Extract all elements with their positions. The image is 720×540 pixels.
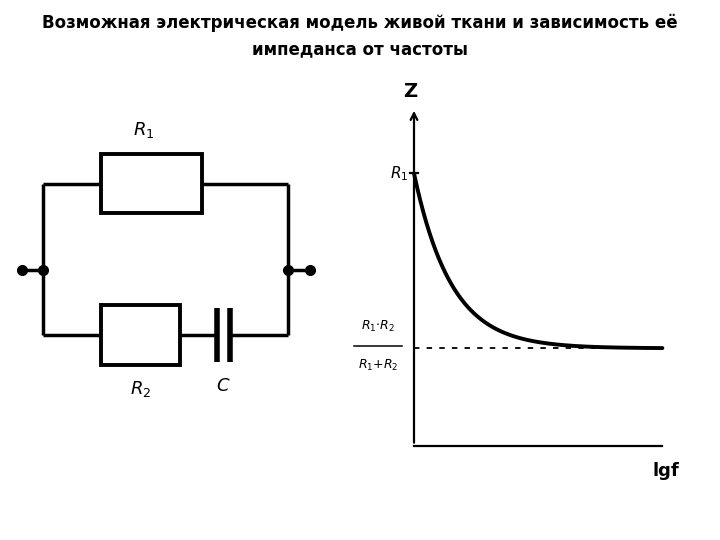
Bar (101, 305, 180, 364)
Text: lgf: lgf (652, 462, 680, 480)
Text: $R_1{\cdot}R_2$: $R_1{\cdot}R_2$ (361, 319, 395, 334)
Text: импеданса от частоты: импеданса от частоты (252, 40, 468, 58)
Text: Возможная электрическая модель живой ткани и зависимость её: Возможная электрическая модель живой тка… (42, 14, 678, 32)
Text: $R_1$: $R_1$ (133, 119, 155, 140)
Text: $R_1{+}R_2$: $R_1{+}R_2$ (358, 358, 398, 373)
Text: $R_2$: $R_2$ (130, 379, 151, 399)
Text: $C$: $C$ (216, 377, 230, 395)
Text: $R_1$: $R_1$ (390, 164, 408, 183)
Bar (101, 154, 202, 213)
Text: Z: Z (403, 82, 418, 101)
